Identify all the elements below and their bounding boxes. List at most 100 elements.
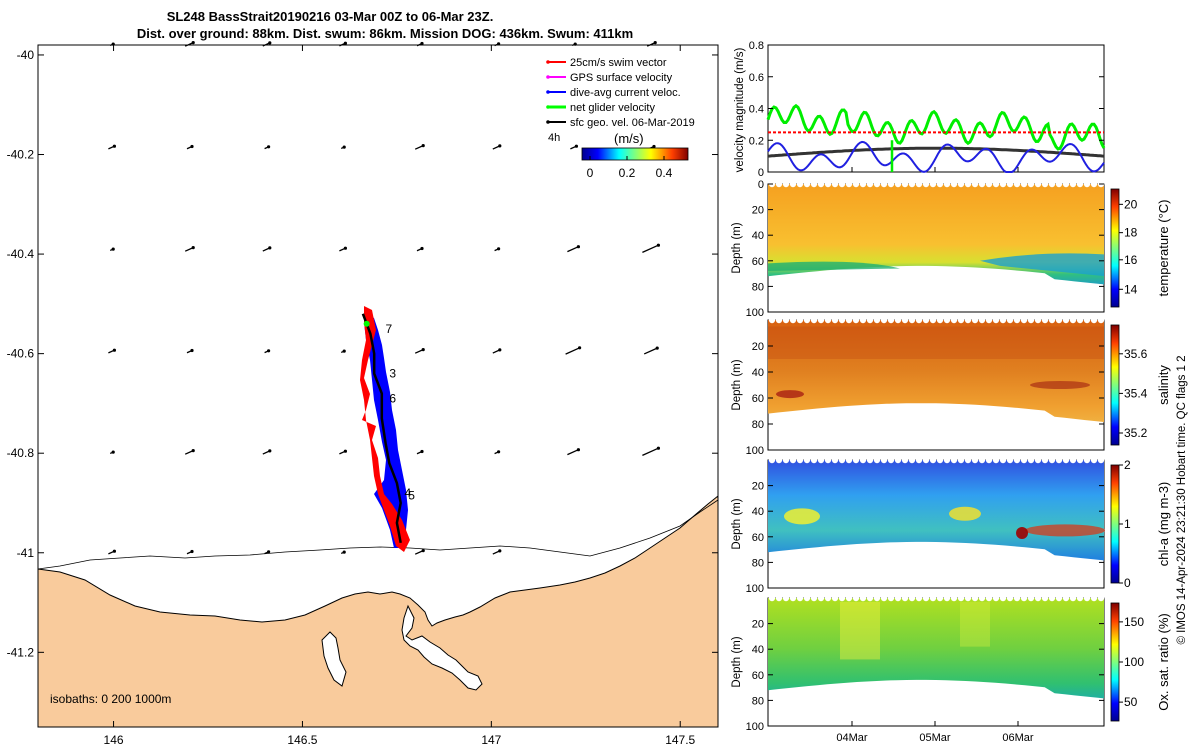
depth-tick-label: 40 bbox=[752, 644, 764, 656]
speed-colorbar-tick: 0 bbox=[587, 166, 594, 180]
depth-tick-label: 80 bbox=[752, 419, 764, 431]
velocity-ytick-label: 0.4 bbox=[749, 104, 764, 116]
legend-label: dive-avg current veloc. bbox=[570, 87, 681, 99]
section-panels: 0 20 40 60 80 100 Depth (m) 14 16 18 20 temperature… bbox=[731, 179, 1171, 733]
geo-arrow bbox=[416, 246, 424, 252]
map-xtick-label: 146.5 bbox=[287, 733, 317, 747]
section-colorbar bbox=[1110, 602, 1120, 722]
day-label: 7 bbox=[386, 322, 393, 336]
credit-text: © IMOS 14-Apr-2024 23:21:30 Hobart time.… bbox=[1176, 355, 1188, 644]
title-line2: Dist. over ground: 88km. Dist. swum: 86k… bbox=[137, 26, 633, 41]
velocity-y-ticks: 0 0.2 0.4 0.6 0.8 bbox=[749, 40, 1104, 179]
legend-label: sfc geo. vel. 06-Mar-2019 bbox=[570, 117, 695, 129]
geo-arrow bbox=[186, 348, 194, 354]
geo-arrow bbox=[565, 346, 582, 355]
geo-arrow bbox=[184, 449, 195, 455]
depth-tick-label: 80 bbox=[752, 281, 764, 293]
map-xtick-label: 147 bbox=[481, 733, 501, 747]
legend-item: GPS surface velocity bbox=[546, 72, 673, 84]
depth-tick-label: 20 bbox=[752, 619, 764, 631]
legend-item: dive-avg current veloc. bbox=[546, 87, 681, 99]
land-tasmania bbox=[37, 494, 719, 728]
legend-item: sfc geo. vel. 06-Mar-2019 bbox=[546, 117, 695, 129]
depth-tick-label: 60 bbox=[752, 393, 764, 405]
legend-timestep: 4h bbox=[548, 132, 560, 144]
depth-tick-label: 100 bbox=[746, 583, 764, 595]
colorbar-tick-label: 0 bbox=[1124, 576, 1131, 590]
geo-arrow bbox=[340, 349, 346, 354]
speed-colorbar-ticks: 0 0.2 0.4 bbox=[587, 156, 673, 180]
geo-arrow bbox=[108, 144, 116, 150]
depth-tick-label: 40 bbox=[752, 230, 764, 242]
map-ytick-label: -41.2 bbox=[7, 645, 35, 659]
day-label: 5 bbox=[408, 489, 415, 503]
section-chl-a: 20 40 60 80 100 Depth (m) 0 1 2 chl-a (mg m-3) bbox=[731, 456, 1171, 595]
map-x-ticks: 146 146.5 147 147.5 bbox=[104, 45, 696, 747]
section-ylabel: Depth (m) bbox=[731, 636, 743, 687]
section-colorbar bbox=[1110, 464, 1120, 584]
day-label: 4 bbox=[404, 486, 411, 500]
geo-arrow bbox=[108, 549, 116, 555]
map-xtick-label: 147.5 bbox=[665, 733, 695, 747]
day-label: 3 bbox=[389, 367, 396, 381]
geo-arrow bbox=[494, 450, 501, 455]
geo-arrow bbox=[414, 549, 425, 555]
legend-label: net glider velocity bbox=[570, 102, 655, 114]
section-ylabel: Depth (m) bbox=[731, 222, 743, 273]
colorbar-label: temperature (°C) bbox=[1156, 200, 1171, 297]
velocity-ytick-label: 0.2 bbox=[749, 135, 764, 147]
geo-arrow bbox=[416, 449, 424, 455]
depth-tick-label: 20 bbox=[752, 481, 764, 493]
geo-velocity-series bbox=[767, 146, 1105, 158]
geo-arrow bbox=[414, 144, 425, 150]
depth-tick-label: 40 bbox=[752, 367, 764, 379]
section-ylabel: Depth (m) bbox=[731, 498, 743, 549]
time-tick-label: 05Mar bbox=[919, 732, 951, 744]
geo-arrow bbox=[492, 549, 502, 555]
colorbar-tick-label: 50 bbox=[1124, 695, 1138, 709]
geo-arrow bbox=[262, 246, 272, 252]
time-axis-ticks: 04Mar 05Mar 06Mar bbox=[836, 167, 1034, 744]
section-temperature: 0 20 40 60 80 100 Depth (m) 14 16 18 20 temperature… bbox=[731, 179, 1171, 319]
colorbar-tick-label: 100 bbox=[1124, 655, 1144, 669]
map-ytick-label: -40.4 bbox=[7, 247, 35, 261]
geo-arrow bbox=[186, 549, 194, 555]
depth-tick-label: 80 bbox=[752, 695, 764, 707]
legend-label: GPS surface velocity bbox=[570, 72, 673, 84]
geo-arrow bbox=[108, 348, 116, 354]
section-colorbar bbox=[1110, 324, 1120, 446]
depth-tick-label: 0 bbox=[758, 179, 764, 191]
velocity-ytick-label: 0 bbox=[758, 167, 764, 179]
time-tick-label: 04Mar bbox=[836, 732, 868, 744]
geo-arrow bbox=[567, 245, 581, 253]
colorbar-label: salinity bbox=[1156, 365, 1171, 405]
geo-arrow bbox=[262, 41, 272, 47]
map-frame bbox=[37, 44, 719, 728]
colorbar-tick-label: 35.6 bbox=[1124, 347, 1148, 361]
geo-arrow bbox=[340, 550, 346, 555]
title-line1: SL248 BassStrait20190216 03-Mar 00Z to 0… bbox=[167, 9, 494, 24]
depth-tick-label: 20 bbox=[752, 341, 764, 353]
colorbar-tick-label: 16 bbox=[1124, 253, 1138, 267]
geo-arrow bbox=[264, 145, 271, 150]
geo-arrow bbox=[186, 144, 194, 150]
legend-label: 25cm/s swim vector bbox=[570, 57, 667, 69]
net-glider-velocity-series bbox=[766, 103, 1106, 151]
geo-arrow bbox=[494, 247, 501, 252]
glider-track-line bbox=[361, 313, 402, 544]
geo-arrow bbox=[643, 346, 659, 355]
section-salinity: 20 40 60 80 100 Depth (m) 35.2 35.4 35.6 salinity bbox=[731, 316, 1171, 457]
depth-tick-label: 60 bbox=[752, 670, 764, 682]
geo-arrow bbox=[262, 449, 272, 455]
map-panel: 7 3 6 45 146 146.5 147 147.5 -40 -40.2 -40.4 -40.… bbox=[7, 41, 719, 747]
day-labels: 7 3 6 45 bbox=[363, 320, 415, 503]
section-ylabel: Depth (m) bbox=[731, 359, 743, 410]
colorbar-tick-label: 35.2 bbox=[1124, 426, 1148, 440]
geo-arrow bbox=[567, 448, 581, 456]
geo-arrow bbox=[264, 349, 271, 354]
velocity-ytick-label: 0.6 bbox=[749, 72, 764, 84]
colorbar-tick-label: 14 bbox=[1124, 282, 1138, 296]
colorbar-tick-label: 18 bbox=[1124, 226, 1138, 240]
colorbar-label: chl-a (mg m-3) bbox=[1156, 482, 1171, 567]
